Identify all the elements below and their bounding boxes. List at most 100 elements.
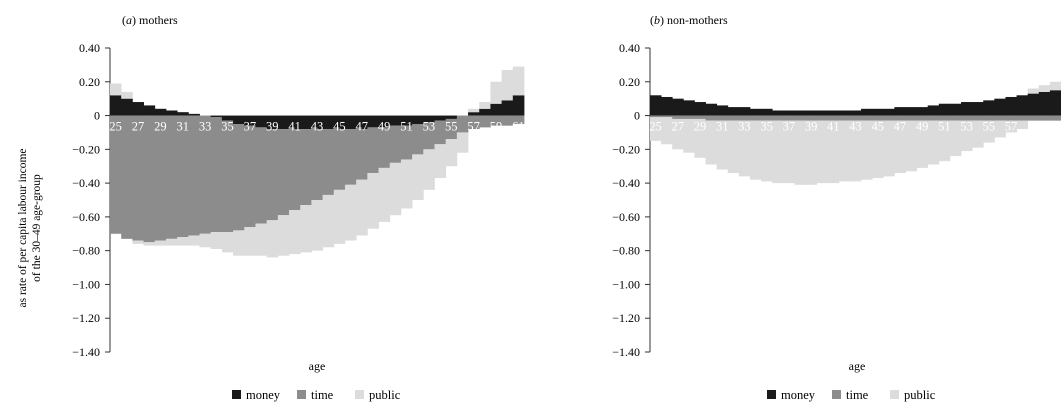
bar-time xyxy=(199,115,212,234)
y-tick-label: −0.40 xyxy=(72,176,100,190)
bar-money xyxy=(300,115,312,130)
bar-public xyxy=(705,120,718,165)
bar-money xyxy=(412,115,424,124)
bar-time xyxy=(501,115,514,126)
bar-time xyxy=(816,115,829,121)
bar-public xyxy=(501,69,514,101)
bar-time xyxy=(716,115,729,121)
bar-public xyxy=(423,149,435,190)
bar-time xyxy=(456,115,469,133)
panel-b-x-axis: 25 27 29 31 33 35 37 39 41 43 45 47 49 51 53 55 57 59 61 xyxy=(649,120,1061,134)
bar-time xyxy=(650,115,662,118)
bar-public xyxy=(233,230,245,256)
bar-time xyxy=(479,115,491,128)
bar-time xyxy=(838,115,851,121)
bar-public xyxy=(412,154,424,200)
x-tick-label: 55 xyxy=(445,120,458,134)
x-tick-label: 39 xyxy=(266,120,279,134)
bar-money xyxy=(501,100,514,116)
legend-swatch-time xyxy=(297,390,306,399)
bar-time xyxy=(210,117,223,233)
bar-time xyxy=(333,129,346,190)
panel-b-title: (b) non-mothers xyxy=(650,13,728,27)
bar-public xyxy=(445,139,458,167)
bar-public xyxy=(289,210,301,255)
bar-time xyxy=(827,115,840,121)
bar-public xyxy=(938,120,951,162)
x-tick-label: 43 xyxy=(311,120,324,134)
bar-public xyxy=(244,227,256,256)
bar-time xyxy=(905,115,917,121)
x-tick-label: 33 xyxy=(738,120,751,134)
bar-time xyxy=(311,129,323,200)
x-tick-label: 61 xyxy=(1049,120,1061,134)
bar-money xyxy=(233,115,245,124)
bar-time xyxy=(221,120,234,233)
x-tick-label: 35 xyxy=(760,120,773,134)
x-tick-label: 27 xyxy=(672,120,685,134)
bar-money xyxy=(761,108,773,116)
bar-time xyxy=(972,115,984,121)
x-tick-label: 53 xyxy=(960,120,973,134)
bar-public xyxy=(805,120,818,185)
bar-money xyxy=(333,115,346,130)
bar-public xyxy=(683,118,695,153)
bar-time xyxy=(783,115,795,121)
bar-public xyxy=(916,120,929,168)
bar-time xyxy=(861,115,873,121)
x-tick-label: 43 xyxy=(849,120,862,134)
bar-time xyxy=(121,115,133,239)
bar-time xyxy=(1027,115,1040,121)
bar-time xyxy=(255,127,268,224)
bar-money xyxy=(738,107,751,116)
bar-time xyxy=(883,115,895,121)
bar-public xyxy=(344,184,357,241)
panel-a-x-axis: 25 27 29 31 33 35 37 39 41 43 45 47 49 51 53 55 57 59 61 xyxy=(109,120,524,134)
bar-time xyxy=(165,115,178,239)
bar-money xyxy=(512,95,525,116)
bar-money xyxy=(400,115,413,126)
bar-time xyxy=(289,129,301,211)
bar-money xyxy=(423,115,435,123)
bar-public xyxy=(861,120,873,180)
legend-swatch-money xyxy=(767,390,776,399)
y-tick-label: −1.20 xyxy=(612,311,640,325)
panel-a-legend: money time public xyxy=(232,388,401,402)
x-tick-label: 45 xyxy=(333,120,346,134)
bar-money xyxy=(188,113,200,116)
bar-public xyxy=(827,120,840,184)
bar-public xyxy=(949,120,962,157)
bar-money xyxy=(749,108,762,116)
panel-a-y-axis: 0.40 0.20 0 −0.20 −0.40 −0.60 −0.80 −1.00 −1.20 −… xyxy=(72,41,111,359)
bar-money xyxy=(434,115,447,121)
legend-label-public: public xyxy=(369,388,401,402)
bar-time xyxy=(794,115,806,121)
legend-swatch-public xyxy=(355,390,364,399)
bar-money xyxy=(1038,91,1051,116)
x-tick-label: 25 xyxy=(649,120,662,134)
y-tick-label: −1.40 xyxy=(72,345,100,359)
bar-time xyxy=(512,115,525,124)
bar-money xyxy=(661,96,673,116)
legend-swatch-money xyxy=(232,390,241,399)
bar-time xyxy=(916,115,929,121)
bar-time xyxy=(154,115,167,241)
legend-swatch-public xyxy=(890,390,899,399)
bar-money xyxy=(1027,93,1040,116)
x-tick-label: 37 xyxy=(783,120,796,134)
x-tick-label: 59 xyxy=(1027,120,1040,134)
bar-money xyxy=(244,115,256,126)
x-tick-label: 31 xyxy=(716,120,729,134)
panel-a-bars xyxy=(110,66,525,258)
bar-public xyxy=(972,120,984,148)
bar-time xyxy=(378,127,391,168)
bar-public xyxy=(883,120,895,177)
bar-money xyxy=(210,115,223,118)
bar-money xyxy=(121,98,133,116)
bar-time xyxy=(300,129,312,206)
bar-money xyxy=(165,110,178,116)
x-tick-label: 59 xyxy=(490,120,503,134)
bar-money xyxy=(490,103,503,116)
panel-b-bars xyxy=(650,81,1061,185)
bar-time xyxy=(244,125,256,228)
